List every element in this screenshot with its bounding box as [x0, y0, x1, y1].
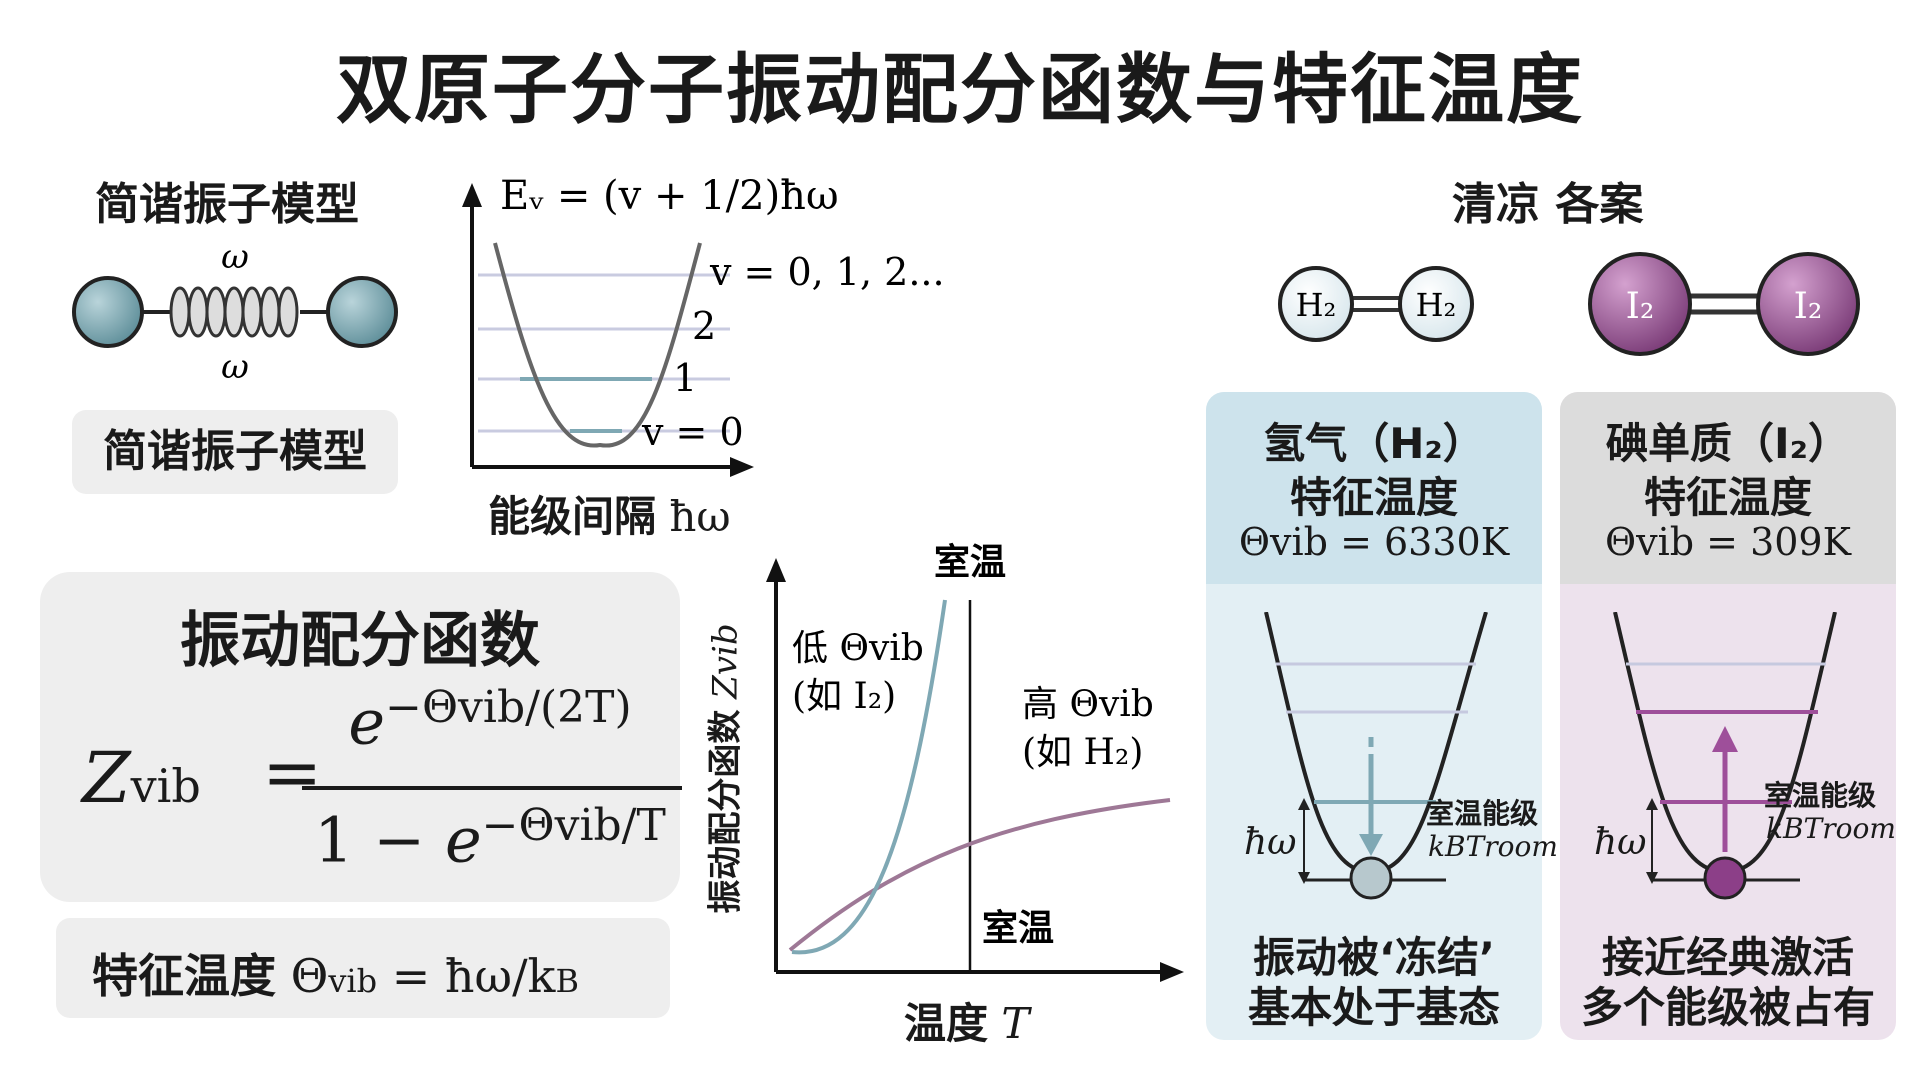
i2-theta: Θvib = 309K: [1604, 520, 1852, 564]
energy-formula: Eᵥ = (v + 1/2)ħω: [500, 173, 839, 219]
cases-heading: 清凉 各案: [1452, 179, 1644, 230]
partition-function-box: 振动配分函数 Zvib = e−Θvib/(2T) 1 − e−Θvib/T: [40, 572, 682, 902]
i2-subtitle: 特征温度: [1643, 473, 1812, 522]
h-atom-left-icon: [1278, 266, 1354, 342]
h2-desc-line2: 基本处于基态: [1247, 983, 1500, 1032]
z-plot-ylabel: 振动配分函数 Zvib: [705, 623, 746, 914]
char-temp-formula: 特征温度 Θvib = ħω/kB: [92, 949, 579, 1003]
high-theta-label: 高 Θvib: [1022, 684, 1154, 725]
spring-molecule-diagram: ω ω: [72, 237, 398, 387]
char-temp-pill: 特征温度 Θvib = ħω/kB: [56, 918, 670, 1018]
partition-numerator: e−Θvib/(2T): [348, 682, 632, 759]
room-temp-label-bottom: 室温: [982, 908, 1054, 949]
i2-desc-line1: 接近经典激活: [1601, 933, 1854, 982]
level-label-1: 1: [673, 356, 697, 400]
h2-room-label: 室温能级: [1426, 797, 1539, 830]
partition-heading: 振动配分函数: [180, 606, 540, 676]
h2-molecule-diagram: H₂ H₂: [1278, 266, 1474, 342]
h2-card-header: 氢气（H₂） 特征温度 Θvib = 6330K: [1206, 392, 1542, 584]
curve-high-theta: [788, 798, 1171, 952]
i2-energy-well: [1613, 612, 1837, 900]
low-theta-label: 低 Θvib: [792, 628, 924, 669]
h2-case-card: 氢气（H₂） 特征温度 Θvib = 6330K ħω 室温能级 kBTroom…: [1206, 392, 1558, 1040]
z-vs-t-plot: 室温 室温 低 Θvib (如 I₂) 高 Θvib (如 H₂): [766, 542, 1184, 982]
i2-hbar-label: ħω: [1594, 822, 1647, 863]
i2-ground-state-icon: [1703, 856, 1747, 900]
level-label-top: v = 0, 1, 2...: [709, 250, 945, 294]
h2-ground-state-icon: [1349, 856, 1393, 900]
i-atom-left-icon: [1588, 252, 1692, 356]
atom-left-icon: [72, 276, 144, 348]
omega-bottom-label: ω: [221, 347, 249, 387]
h2-hbar-label: ħω: [1244, 822, 1297, 863]
h2-subtitle: 特征温度: [1289, 473, 1458, 522]
h2-atom-label-left: H₂: [1296, 286, 1337, 324]
h2-desc-line1: 振动被‘冻结’: [1253, 933, 1495, 982]
i2-atom-label-right: I₂: [1794, 286, 1823, 327]
h2-atom-label-right: H₂: [1416, 286, 1457, 324]
i-atom-right-icon: [1756, 252, 1860, 356]
z-plot-xlabel: 温度 T: [904, 999, 1030, 1048]
i2-room-label: 室温能级: [1764, 779, 1877, 812]
partition-denominator: 1 − e−Θvib/T: [314, 800, 666, 877]
i2-desc-line2: 多个能级被占有: [1580, 983, 1875, 1032]
i2-atom-label-left: I₂: [1626, 286, 1655, 327]
room-temp-label-top: 室温: [934, 542, 1006, 583]
i2-molecule-diagram: I₂ I₂: [1588, 252, 1860, 356]
high-theta-example: (如 H₂): [1022, 732, 1143, 773]
model-heading: 简谐振子模型: [95, 179, 359, 230]
h2-theta: Θvib = 6330K: [1238, 520, 1510, 564]
i2-case-card: 碘单质（I₂） 特征温度 Θvib = 309K ħω 室温能级 kBTroom…: [1560, 392, 1896, 1040]
curve-low-theta: [791, 599, 947, 955]
energy-level-plot: Eᵥ = (v + 1/2)ħω v = 0, 1, 2... 2 1 v = …: [462, 173, 945, 477]
low-theta-example: (如 I₂): [792, 676, 896, 717]
level-label-2: 2: [692, 304, 716, 348]
level-label-0: v = 0: [641, 410, 744, 454]
fraction-bar: [302, 786, 682, 790]
energy-xlabel: 能级间隔 ħω: [488, 492, 731, 541]
h2-energy-well: [1264, 612, 1488, 900]
i2-room-math: kBTroom: [1766, 812, 1896, 845]
spring-icon: [169, 286, 299, 338]
omega-top-label: ω: [221, 237, 249, 277]
model-pill: 简谐振子模型: [72, 410, 398, 494]
atom-right-icon: [326, 276, 398, 348]
page-title: 双原子分子振动配分函数与特征温度: [336, 45, 1584, 134]
partition-equals: =: [262, 730, 323, 814]
h2-name: 氢气（H₂）: [1263, 419, 1485, 468]
i2-name: 碘单质（I₂）: [1605, 419, 1851, 468]
h2-room-math: kBTroom: [1428, 830, 1558, 863]
i2-card-header: 碘单质（I₂） 特征温度 Θvib = 309K: [1560, 392, 1896, 584]
partition-lhs: Zvib: [82, 737, 201, 819]
h-atom-right-icon: [1398, 266, 1474, 342]
